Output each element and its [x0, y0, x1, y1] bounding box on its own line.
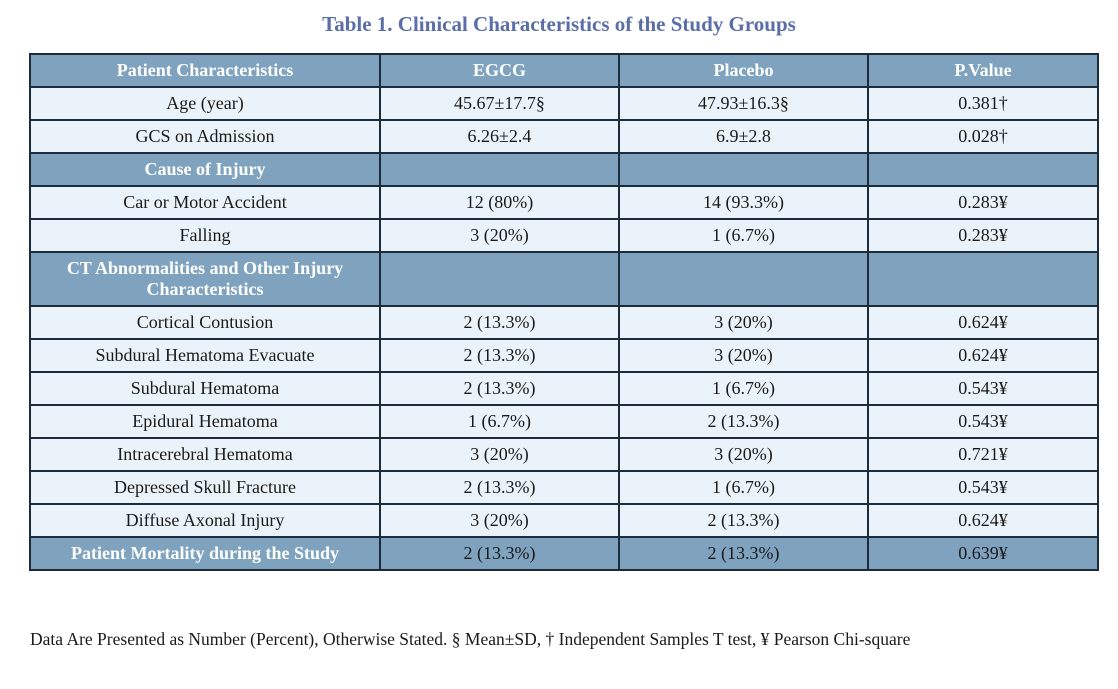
- row-label: Intracerebral Hematoma: [29, 437, 381, 472]
- table-row: Diffuse Axonal Injury 3 (20%) 2 (13.3%) …: [29, 503, 1099, 538]
- header-row: Patient Characteristics EGCG Placebo P.V…: [29, 53, 1099, 88]
- p-value: 0.624¥: [867, 503, 1099, 538]
- section-label: CT Abnormalities and Other Injury Charac…: [29, 251, 381, 307]
- egcg-value: 3 (20%): [379, 503, 620, 538]
- placebo-value: 3 (20%): [618, 437, 869, 472]
- placebo-value: 6.9±2.8: [618, 119, 869, 154]
- row-label: Diffuse Axonal Injury: [29, 503, 381, 538]
- p-value: 0.543¥: [867, 404, 1099, 439]
- p-value: 0.283¥: [867, 218, 1099, 253]
- row-label: GCS on Admission: [29, 119, 381, 154]
- egcg-value: 1 (6.7%): [379, 404, 620, 439]
- row-label: Cortical Contusion: [29, 305, 381, 340]
- placebo-value: 3 (20%): [618, 338, 869, 373]
- table-row: Cortical Contusion 2 (13.3%) 3 (20%) 0.6…: [29, 305, 1099, 340]
- p-value: 0.639¥: [867, 536, 1099, 571]
- egcg-value: 2 (13.3%): [379, 470, 620, 505]
- table-row: Subdural Hematoma Evacuate 2 (13.3%) 3 (…: [29, 338, 1099, 373]
- row-label: Depressed Skull Fracture: [29, 470, 381, 505]
- row-label: Epidural Hematoma: [29, 404, 381, 439]
- placebo-value: 1 (6.7%): [618, 218, 869, 253]
- section-empty-cell: [867, 251, 1099, 307]
- section-empty-cell: [379, 251, 620, 307]
- table-row: Car or Motor Accident 12 (80%) 14 (93.3%…: [29, 185, 1099, 220]
- egcg-value: 45.67±17.7§: [379, 86, 620, 121]
- row-label: Subdural Hematoma: [29, 371, 381, 406]
- section-row: CT Abnormalities and Other Injury Charac…: [29, 251, 1099, 307]
- egcg-value: 2 (13.3%): [379, 371, 620, 406]
- header-egcg: EGCG: [379, 53, 620, 88]
- egcg-value: 2 (13.3%): [379, 536, 620, 571]
- table-row: Depressed Skull Fracture 2 (13.3%) 1 (6.…: [29, 470, 1099, 505]
- p-value: 0.624¥: [867, 305, 1099, 340]
- p-value: 0.624¥: [867, 338, 1099, 373]
- p-value: 0.721¥: [867, 437, 1099, 472]
- table-title: Table 1. Clinical Characteristics of the…: [322, 12, 796, 36]
- p-value: 0.543¥: [867, 371, 1099, 406]
- table-row: Intracerebral Hematoma 3 (20%) 3 (20%) 0…: [29, 437, 1099, 472]
- p-value: 0.283¥: [867, 185, 1099, 220]
- placebo-value: 1 (6.7%): [618, 470, 869, 505]
- egcg-value: 2 (13.3%): [379, 305, 620, 340]
- placebo-value: 2 (13.3%): [618, 536, 869, 571]
- row-label: Car or Motor Accident: [29, 185, 381, 220]
- placebo-value: 47.93±16.3§: [618, 86, 869, 121]
- row-label: Patient Mortality during the Study: [29, 536, 381, 571]
- placebo-value: 14 (93.3%): [618, 185, 869, 220]
- mortality-row: Patient Mortality during the Study 2 (13…: [29, 536, 1099, 571]
- p-value: 0.381†: [867, 86, 1099, 121]
- header-characteristics: Patient Characteristics: [29, 53, 381, 88]
- section-empty-cell: [379, 152, 620, 187]
- table-row: Subdural Hematoma 2 (13.3%) 1 (6.7%) 0.5…: [29, 371, 1099, 406]
- table-row: GCS on Admission 6.26±2.4 6.9±2.8 0.028†: [29, 119, 1099, 154]
- table-row: Falling 3 (20%) 1 (6.7%) 0.283¥: [29, 218, 1099, 253]
- section-empty-cell: [618, 251, 869, 307]
- placebo-value: 2 (13.3%): [618, 503, 869, 538]
- p-value: 0.028†: [867, 119, 1099, 154]
- table-row: Epidural Hematoma 1 (6.7%) 2 (13.3%) 0.5…: [29, 404, 1099, 439]
- row-label: Falling: [29, 218, 381, 253]
- p-value: 0.543¥: [867, 470, 1099, 505]
- header-placebo: Placebo: [618, 53, 869, 88]
- row-label: Subdural Hematoma Evacuate: [29, 338, 381, 373]
- placebo-value: 1 (6.7%): [618, 371, 869, 406]
- egcg-value: 2 (13.3%): [379, 338, 620, 373]
- egcg-value: 3 (20%): [379, 218, 620, 253]
- clinical-characteristics-table: Patient Characteristics EGCG Placebo P.V…: [29, 53, 1099, 571]
- header-p-value: P.Value: [867, 53, 1099, 88]
- placebo-value: 2 (13.3%): [618, 404, 869, 439]
- section-empty-cell: [867, 152, 1099, 187]
- table-row: Age (year) 45.67±17.7§ 47.93±16.3§ 0.381…: [29, 86, 1099, 121]
- egcg-value: 3 (20%): [379, 437, 620, 472]
- row-label: Age (year): [29, 86, 381, 121]
- egcg-value: 12 (80%): [379, 185, 620, 220]
- placebo-value: 3 (20%): [618, 305, 869, 340]
- section-label: Cause of Injury: [29, 152, 381, 187]
- section-empty-cell: [618, 152, 869, 187]
- egcg-value: 6.26±2.4: [379, 119, 620, 154]
- section-row: Cause of Injury: [29, 152, 1099, 187]
- table-footnote: Data Are Presented as Number (Percent), …: [30, 629, 911, 649]
